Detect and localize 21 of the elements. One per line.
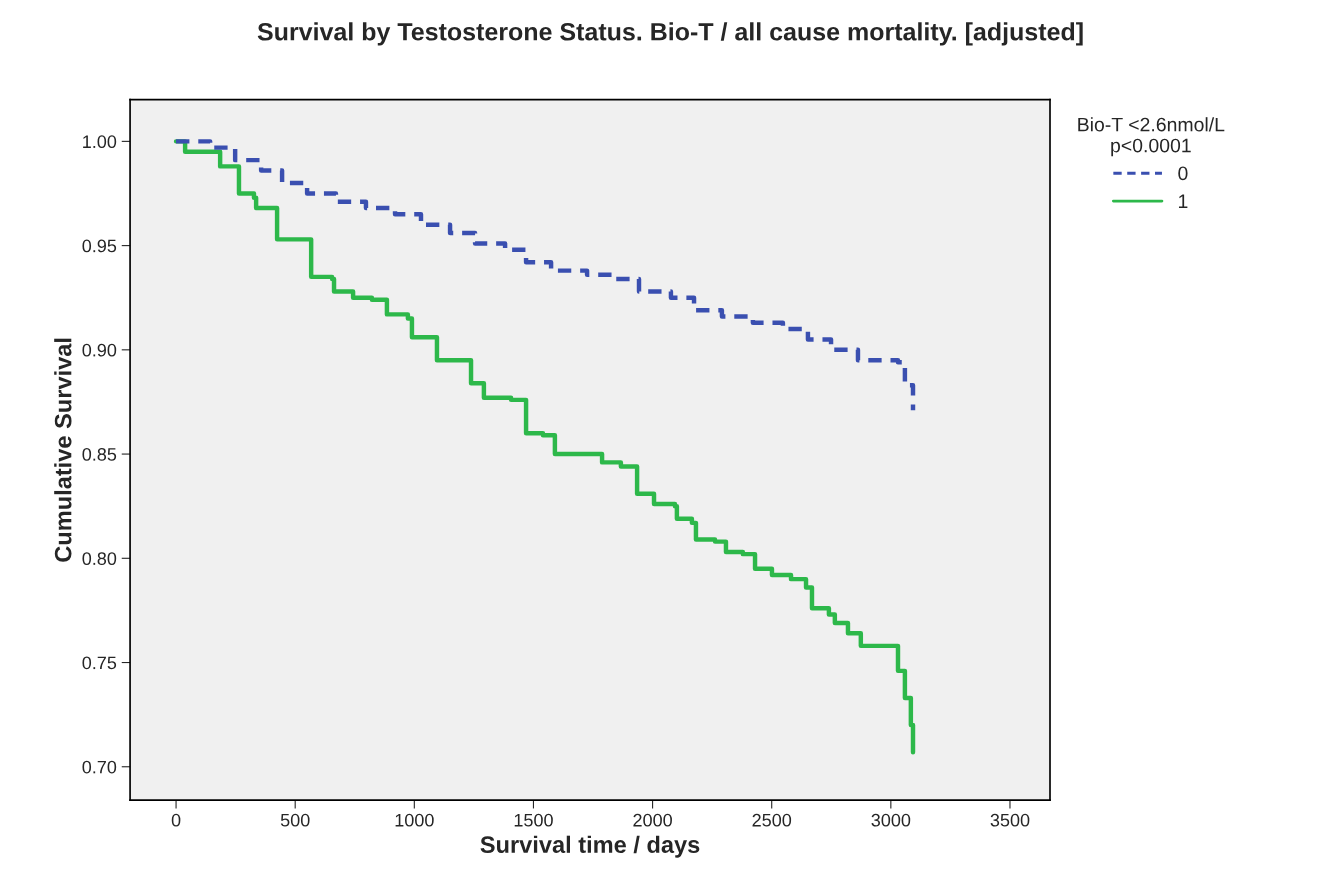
y-tick-label: 0.70 (82, 760, 117, 774)
x-tick-label: 1500 (514, 813, 553, 827)
legend-label: 0 (1178, 166, 1188, 181)
y-tick-label: 0.95 (82, 239, 117, 253)
x-tick-label: 1000 (395, 813, 434, 827)
y-tick-label: 1.00 (83, 135, 117, 149)
x-axis-title: Survival time / days (480, 835, 700, 858)
y-tick-label: 0.75 (82, 656, 117, 670)
x-tick-label: 2000 (633, 813, 672, 827)
y-axis-title: Cumulative Survival (54, 338, 72, 562)
x-tick-label: 2500 (752, 813, 792, 827)
x-tick-label: 3000 (871, 813, 911, 827)
x-tick-label: 3500 (990, 813, 1030, 827)
legend-title: Bio-T <2.6nmol/L p<0.0001 (1078, 117, 1225, 157)
y-tick-label: 0.80 (82, 552, 117, 566)
chart-title: Survival by Testosterone Status. Bio-T / all cause mortality. [adjusted] (257, 22, 1083, 46)
x-tick-label: 0 (171, 813, 181, 827)
legend-label: 1 (1178, 194, 1188, 208)
y-tick-label: 0.85 (82, 448, 117, 461)
y-tick-label: 0.90 (82, 343, 117, 357)
x-tick-label: 500 (280, 813, 310, 827)
